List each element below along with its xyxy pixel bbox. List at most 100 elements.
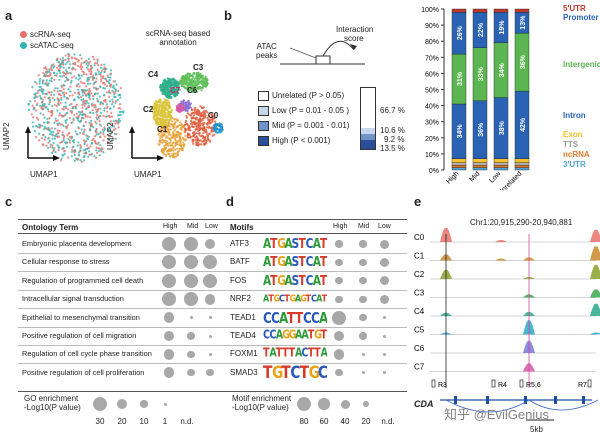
umap-point	[50, 91, 53, 94]
enrichment-dot	[184, 273, 198, 288]
umap-point	[67, 66, 71, 69]
cluster-point	[191, 123, 194, 126]
enrichment-dot	[184, 292, 198, 307]
cluster-point	[205, 130, 208, 133]
umap-point	[82, 98, 85, 101]
umap-point	[114, 95, 117, 99]
bar-segment-3'UTR	[451, 167, 467, 171]
umap-point	[92, 97, 95, 100]
motif-dot	[333, 349, 345, 360]
umap-point	[64, 121, 68, 124]
umap-point	[31, 121, 34, 124]
cluster-point	[193, 133, 196, 136]
umap-point	[108, 122, 111, 125]
umap-point	[63, 113, 67, 117]
cluster-point	[160, 104, 163, 107]
legend-value: 10	[139, 417, 149, 426]
umap-point	[119, 96, 122, 99]
cluster-point	[164, 120, 167, 123]
umap-point	[64, 107, 67, 110]
cluster-point	[162, 121, 165, 124]
cluster-c0: C0	[208, 111, 219, 120]
cluster-point	[160, 135, 164, 139]
umap-point	[63, 93, 66, 97]
cluster-point	[161, 150, 164, 154]
umap-plots	[25, 52, 224, 163]
legend-low: Low (P = 0.01 - 0.05 )	[272, 106, 350, 115]
umap-point	[110, 111, 113, 115]
logo-letter: T	[319, 236, 327, 252]
cluster-point	[217, 128, 221, 131]
legend-dot	[93, 397, 107, 411]
d-col-high: High	[333, 223, 348, 230]
umap-point	[71, 94, 74, 97]
legend-dot	[318, 398, 330, 410]
logo-letter: T	[298, 254, 306, 270]
exon-block	[582, 396, 585, 404]
cluster-point	[171, 152, 174, 155]
legend-dot	[297, 397, 311, 411]
region-label: R4	[498, 382, 507, 389]
row-divider	[227, 308, 407, 310]
umap-point	[110, 130, 113, 133]
umap-point	[73, 98, 76, 101]
y-tick-label: 40%	[425, 104, 439, 111]
logo-letter: G	[273, 292, 281, 305]
umap-point	[79, 65, 82, 68]
umap-point	[35, 82, 38, 85]
cluster-point	[170, 136, 173, 139]
ontology-term: Epithelial to mesenchymal transition	[22, 312, 140, 322]
cluster-point	[211, 120, 214, 123]
logo-letter: C	[305, 254, 314, 270]
motif-dot	[382, 371, 386, 375]
cluster-point	[161, 112, 164, 115]
bar-segment-Exon	[472, 158, 488, 163]
umap-point	[58, 114, 61, 117]
cluster-point	[173, 92, 176, 95]
umap-point	[35, 109, 38, 112]
umap-point	[55, 119, 58, 123]
umap-point	[64, 80, 67, 83]
cluster-point	[172, 145, 175, 148]
umap-point	[62, 137, 65, 140]
cluster-point	[174, 139, 177, 142]
umap-point	[100, 101, 103, 104]
c-legend-title: GO enrichment -Log10(P value)	[24, 394, 81, 412]
umap-point	[122, 110, 125, 113]
cluster-point	[186, 73, 189, 76]
umap-point	[50, 80, 53, 83]
coverage-peak	[590, 246, 600, 261]
enrichment-dot	[162, 273, 176, 288]
cluster-point	[182, 100, 185, 103]
motifs-header: Motifs	[230, 223, 254, 232]
logo-letter: S	[291, 272, 300, 289]
legend-Promoter: Promoter	[563, 13, 599, 22]
umap-point	[83, 128, 86, 131]
umap-point	[94, 120, 97, 123]
umap-point	[86, 77, 89, 81]
logo-letter: A	[263, 254, 272, 270]
cluster-point	[194, 84, 197, 88]
umap-point	[103, 66, 106, 69]
cluster-point	[174, 133, 177, 136]
enrichment-dot	[163, 349, 175, 360]
cluster-point	[208, 121, 211, 124]
umap-point	[50, 133, 54, 136]
umap-point	[65, 145, 69, 148]
umap-point	[66, 124, 70, 127]
motif-dot	[359, 313, 367, 322]
logo-letter: T	[319, 254, 327, 270]
legend-box-high	[258, 136, 269, 146]
cluster-point	[180, 100, 183, 103]
bar-segment-Exon	[514, 158, 530, 163]
umap-point	[101, 128, 104, 131]
umap-point	[95, 116, 98, 119]
bar-data-label: 36%	[520, 54, 527, 69]
cluster-point	[216, 122, 220, 125]
cluster-point	[167, 89, 170, 92]
motif-name: NRF2	[230, 294, 251, 304]
enrichment-dot	[208, 316, 212, 320]
cluster-point	[199, 128, 202, 131]
umap-point	[80, 98, 83, 102]
legend-dot	[163, 402, 167, 406]
